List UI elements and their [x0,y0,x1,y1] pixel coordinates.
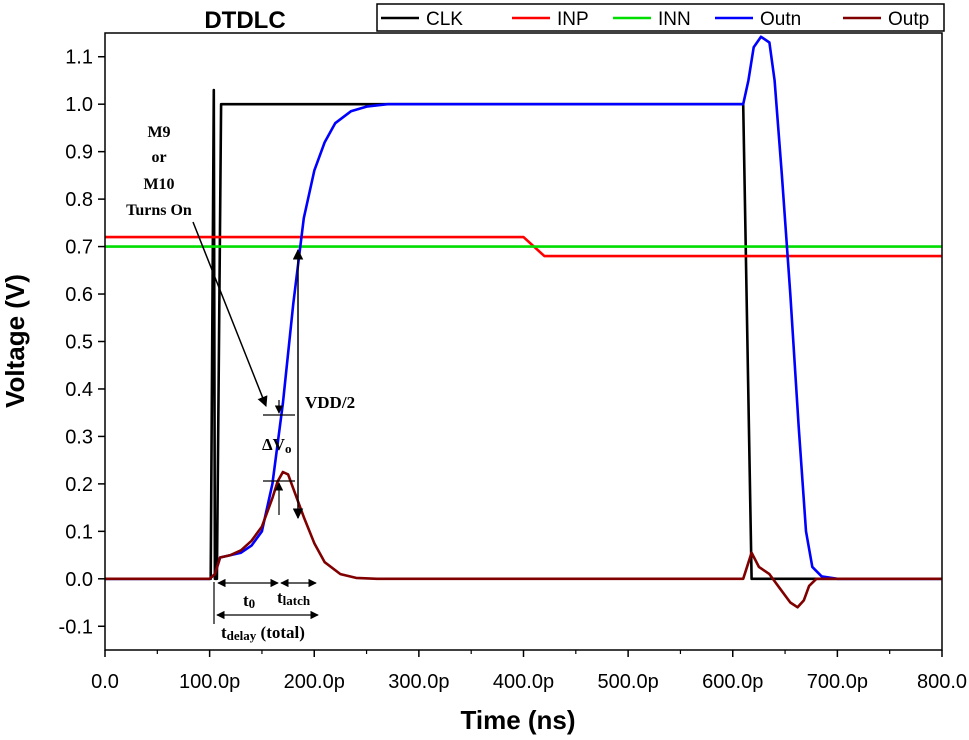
y-axis-ticks: -0.1 0.0 0.1 0.2 0.3 0.4 0.5 0.6 0.7 0.8 0.9 1.0 1.1 [59,47,105,638]
x-tick-label: 600.0p [702,671,763,693]
annotation-vdd-half: VDD/2 [305,393,355,412]
y-tick-label: 0.0 [65,569,93,591]
y-tick-label: 0.5 [65,332,93,354]
tdelay-main-text: t [221,623,227,642]
tdelay-sub-text: delay [227,628,257,643]
y-tick-label: 0.3 [65,426,93,448]
legend: CLK INP INN Outn Outp [376,3,945,32]
legend-label-inp: INP [557,9,589,30]
x-axis-ticks: 0.0 100.0p 200.0p 300.0p 400.0p 500.0p 600.0p 7… [91,650,967,693]
y-tick-label: 0.9 [65,142,93,164]
x-tick-label: 700.0p [807,671,868,693]
y-tick-label: 0.8 [65,189,93,211]
y-tick-label: 1.1 [65,47,93,69]
series-line-outp [105,470,942,609]
x-tick-label: 100.0p [179,671,240,693]
tdelay-rest-text: (total) [256,623,305,642]
x-tick-label: 0.0 [91,671,119,693]
y-tick-label: 0.2 [65,474,93,496]
annotation-delta-vo: ΔVo [262,435,291,456]
annotation-tlatch: tlatch [277,588,311,608]
series-line-outn [105,35,942,581]
y-tick-label: 0.7 [65,237,93,259]
vdd-text: VDD [305,393,342,412]
dvo-sub-text: o [285,441,292,456]
series-layer [105,35,942,609]
x-tick-label: 400.0p [493,671,554,693]
series-line-clk [105,88,942,581]
plot-frame [104,32,943,651]
tlatch-sub-text: latch [283,593,311,608]
legend-label-clk: CLK [426,9,463,30]
annotations: M9 or M10 Turns On VDD/2 ΔVo t0 tlatch [126,124,355,643]
y-axis-label: Voltage (V) [0,274,30,408]
turns-on-arrow [192,221,268,407]
dvo-main-text: ΔV [262,435,286,454]
x-tick-label: 200.0p [284,671,345,693]
x-tick-label: 300.0p [388,671,449,693]
annotation-tdelay: tdelay (total) [221,623,305,643]
t0-sub-text: 0 [249,596,256,611]
x-axis-label: Time (ns) [460,705,575,735]
y-tick-label: 0.6 [65,284,93,306]
annotation-m10: M10 [143,176,174,193]
annotation-or: or [151,149,166,166]
x-tick-label: 800.0 [917,671,967,693]
y-tick-label: 1.0 [65,94,93,116]
legend-label-inn: INN [658,9,691,30]
y-tick-label: 0.4 [65,379,93,401]
legend-label-outn: Outn [760,9,801,30]
vdd-half-text: /2 [341,393,355,412]
legend-label-outp: Outp [888,9,929,30]
annotation-t0: t0 [243,591,255,611]
annotation-m9: M9 [147,124,170,141]
chart-title: DTDLC [204,7,285,34]
tlatch-main-text: t [277,588,283,607]
y-tick-label: -0.1 [59,616,93,638]
x-tick-label: 500.0p [598,671,659,693]
t0-main-text: t [243,591,249,610]
y-tick-label: 0.1 [65,521,93,543]
annotation-turns-on: Turns On [126,202,192,219]
